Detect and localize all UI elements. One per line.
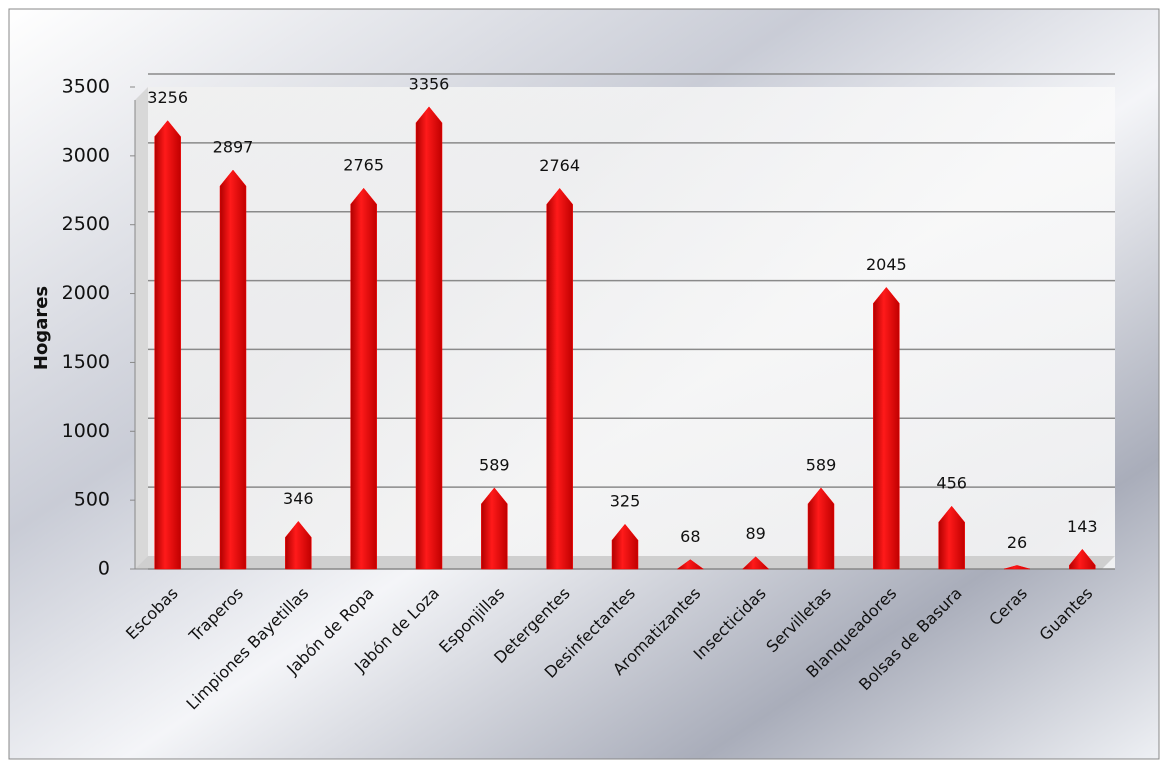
data-label: 2897: [213, 138, 254, 157]
bar: [285, 520, 312, 570]
y-axis-label: Hogares: [31, 286, 52, 370]
data-label: 456: [936, 474, 967, 493]
bar: [873, 286, 900, 570]
data-label: 589: [806, 455, 837, 474]
bar: [350, 187, 377, 570]
y-tick-label: 0: [98, 558, 110, 580]
y-tick-label: 2500: [62, 213, 110, 235]
bar: [807, 487, 835, 570]
bar: [742, 556, 770, 570]
data-label: 143: [1067, 517, 1098, 536]
data-label: 68: [680, 527, 700, 546]
data-label: 346: [283, 489, 314, 508]
bar: [481, 487, 508, 570]
data-label: 589: [479, 455, 510, 474]
data-label: 325: [610, 492, 641, 511]
bar: [154, 120, 181, 570]
bar: [546, 187, 573, 570]
plot-wall: [148, 87, 1115, 569]
data-label: 3256: [147, 88, 188, 107]
y-tick-label: 1000: [62, 420, 110, 442]
data-label: 2765: [343, 156, 384, 175]
y-tick-label: 3000: [62, 144, 110, 166]
data-label: 2764: [539, 156, 580, 175]
data-label: 2045: [866, 255, 907, 274]
side-wall: [135, 87, 148, 569]
bar: [611, 523, 639, 570]
bar: [676, 559, 705, 570]
data-label: 89: [745, 524, 765, 543]
bar: [415, 106, 443, 570]
data-label: 26: [1007, 533, 1027, 552]
bar: [938, 505, 965, 570]
data-label: 3356: [409, 74, 450, 93]
y-tick-label: 1500: [62, 351, 110, 373]
bar: [1003, 565, 1031, 570]
y-tick-label: 3500: [62, 76, 110, 98]
y-tick-label: 2000: [62, 282, 110, 304]
y-tick-label: 500: [74, 489, 110, 511]
bar: [219, 169, 247, 570]
bar: [1069, 548, 1096, 570]
